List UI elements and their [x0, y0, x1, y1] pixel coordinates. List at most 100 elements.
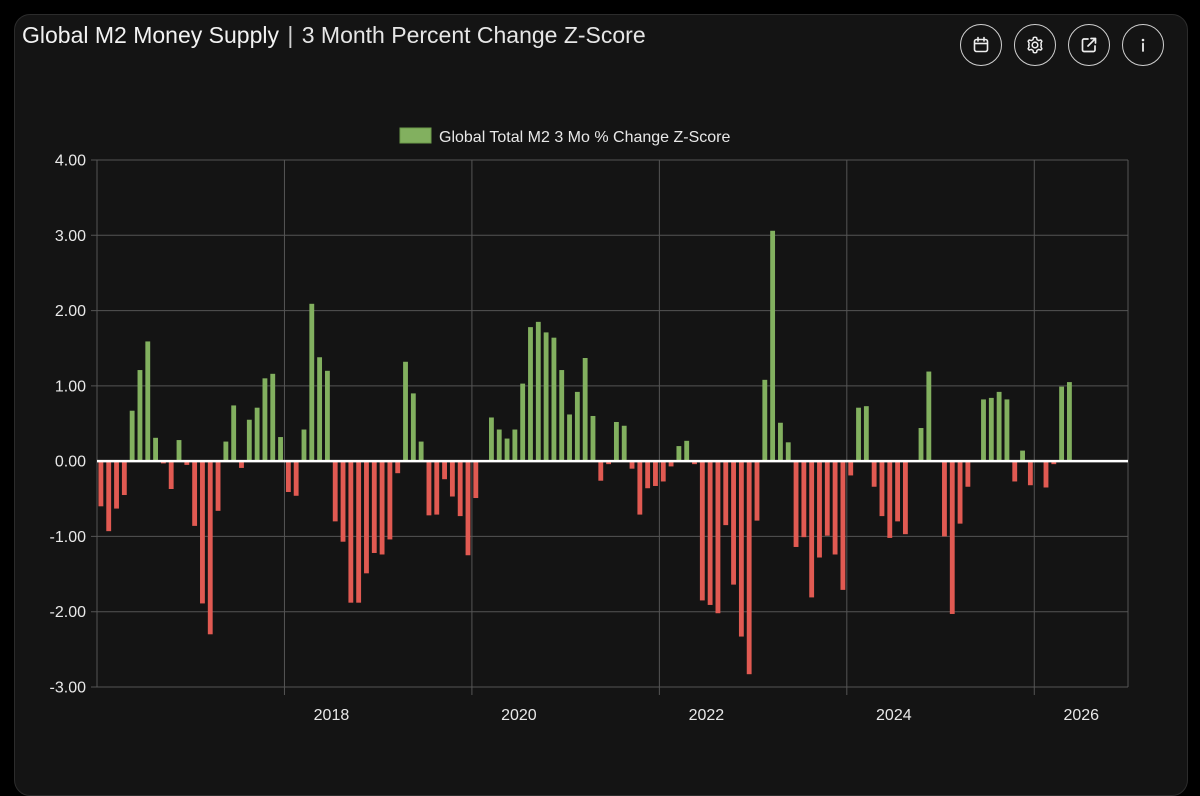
bar-positive: [489, 417, 494, 462]
bar-positive: [254, 407, 260, 462]
bar-negative: [746, 461, 752, 675]
bar-negative: [653, 461, 658, 486]
bar-negative: [949, 461, 955, 614]
bar-negative: [387, 461, 393, 540]
external-link-icon: [1081, 37, 1097, 53]
bar-negative: [1027, 461, 1033, 486]
bar-negative: [1051, 461, 1057, 465]
bar-negative: [606, 461, 612, 465]
bar-negative: [371, 461, 377, 553]
bar-positive: [996, 391, 1002, 462]
y-tick-label: 2.00: [55, 303, 86, 320]
bar-positive: [590, 415, 596, 462]
bar-negative: [98, 461, 104, 507]
bar-negative: [121, 461, 127, 496]
bar-positive: [676, 446, 682, 462]
bar-negative: [332, 461, 338, 522]
bar-positive: [1020, 450, 1025, 462]
bar-positive: [621, 425, 627, 462]
bar-positive: [1004, 399, 1010, 462]
bar-positive: [317, 357, 323, 462]
bar-negative: [848, 461, 854, 476]
bar-positive: [1067, 382, 1072, 462]
bar-negative: [660, 461, 666, 482]
bar-positive: [301, 429, 307, 462]
y-tick-label: 0.00: [55, 454, 86, 471]
bar-negative: [723, 461, 729, 526]
bar-negative: [738, 461, 744, 637]
settings-button[interactable]: [1014, 24, 1056, 66]
bar-positive: [988, 397, 994, 462]
bar-negative: [965, 461, 971, 487]
bar-negative: [754, 461, 760, 521]
bar-positive: [551, 337, 557, 462]
bar-negative: [442, 461, 447, 480]
bar-positive: [496, 429, 502, 462]
x-tick-label: 2018: [314, 707, 350, 724]
legend-label: Global Total M2 3 Mo % Change Z-Score: [439, 129, 731, 146]
bar-positive: [574, 391, 580, 462]
bar-positive: [270, 373, 276, 462]
bar-negative: [692, 461, 697, 465]
open-external-button[interactable]: [1068, 24, 1110, 66]
info-icon: [1141, 38, 1145, 52]
title-main: Global M2 Money Supply: [22, 22, 279, 48]
bar-positive: [926, 371, 932, 462]
bar-positive: [410, 393, 416, 462]
bar-positive: [418, 441, 424, 462]
info-button[interactable]: [1122, 24, 1164, 66]
calendar-icon: [973, 36, 989, 53]
bar-positive: [778, 422, 783, 462]
calendar-button[interactable]: [960, 24, 1002, 66]
bar-negative: [239, 461, 244, 468]
bar-negative: [942, 461, 947, 537]
bar-negative: [457, 461, 463, 517]
bar-negative: [731, 461, 736, 585]
chart-title: Global M2 Money Supply | 3 Month Percent…: [22, 22, 646, 49]
bar-positive: [176, 440, 182, 462]
bar-negative: [348, 461, 354, 603]
bar-positive: [324, 370, 330, 462]
bar-positive: [223, 441, 229, 462]
bar-positive: [309, 303, 315, 462]
bar-negative: [449, 461, 455, 497]
bar-positive: [567, 414, 572, 462]
bar-negative: [840, 461, 846, 590]
bar-negative: [699, 461, 705, 601]
gear-icon: [1027, 36, 1043, 54]
bar-negative: [637, 461, 643, 515]
bar-positive: [770, 230, 776, 462]
bar-negative: [426, 461, 432, 516]
title-separator: |: [287, 22, 294, 48]
bar-negative: [629, 461, 635, 469]
bar-negative: [957, 461, 963, 524]
bar-negative: [114, 461, 119, 509]
x-tick-label: 2026: [1063, 707, 1099, 724]
bar-negative: [192, 461, 198, 526]
bar-negative: [293, 461, 299, 496]
bar-negative: [356, 461, 362, 603]
bar-positive: [137, 370, 143, 462]
y-tick-label: 3.00: [55, 228, 86, 245]
bar-negative: [1012, 461, 1018, 482]
bar-positive: [1059, 386, 1065, 462]
y-tick-label: -3.00: [50, 680, 87, 697]
bar-negative: [668, 461, 674, 467]
bar-positive: [504, 438, 510, 462]
bar-negative: [902, 461, 908, 535]
bar-negative: [879, 461, 885, 517]
bar-negative: [285, 461, 291, 493]
bar-positive: [262, 378, 268, 462]
bar-negative: [832, 461, 838, 555]
bar-positive: [129, 410, 135, 462]
bar-negative: [340, 461, 346, 542]
bar-negative: [895, 461, 901, 522]
bar-negative: [106, 461, 112, 532]
y-tick-label: -1.00: [50, 529, 87, 546]
bar-positive: [582, 358, 588, 462]
bar-negative: [207, 461, 213, 635]
y-tick-label: 4.00: [55, 153, 86, 170]
bar-chart: 4.00 3.00 2.00 1.00 0.00 -1.00 -2.00 -3.00 2018 2…: [50, 127, 1129, 724]
bar-negative: [809, 461, 815, 598]
bar-positive: [856, 407, 861, 462]
